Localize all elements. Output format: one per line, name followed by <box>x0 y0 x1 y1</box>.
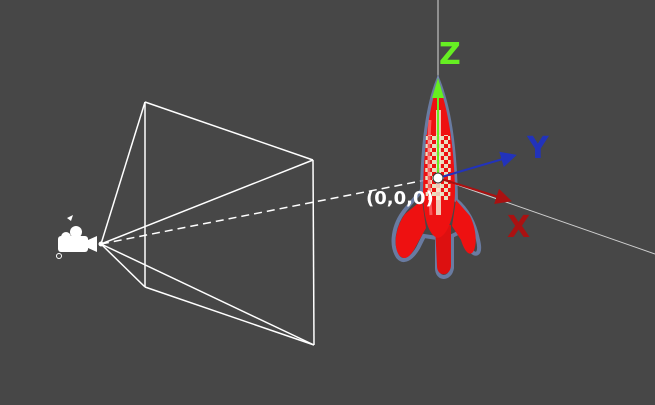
origin-coordinate-label: (0,0,0) <box>366 188 434 209</box>
movie-camera-icon[interactable] <box>56 215 104 259</box>
x-axis[interactable] <box>437 177 512 205</box>
origin-point[interactable] <box>432 172 444 184</box>
z-axis-label: Z <box>439 37 461 72</box>
x-axis-label: X <box>507 210 531 245</box>
camera-sight-line <box>100 177 437 245</box>
world-diagonal-line <box>439 178 655 255</box>
camera-frustum[interactable] <box>100 101 315 346</box>
z-axis-arrowhead[interactable] <box>432 78 444 98</box>
y-axis[interactable] <box>437 151 517 179</box>
y-axis-label: Y <box>527 131 549 166</box>
